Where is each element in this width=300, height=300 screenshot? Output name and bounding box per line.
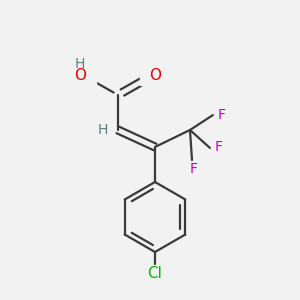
Bar <box>186 162 202 176</box>
Bar <box>140 71 156 85</box>
Text: H: H <box>98 123 108 137</box>
Bar <box>74 58 86 70</box>
Bar <box>211 141 227 155</box>
Text: Cl: Cl <box>148 266 162 281</box>
Bar <box>80 71 96 85</box>
Text: F: F <box>215 140 223 154</box>
Bar <box>96 124 110 136</box>
Bar <box>145 267 165 281</box>
Text: F: F <box>218 108 226 122</box>
Text: O: O <box>74 68 86 83</box>
Bar <box>214 108 230 122</box>
Text: F: F <box>190 162 198 176</box>
Bar <box>96 123 112 137</box>
Text: O: O <box>149 68 161 83</box>
Text: H: H <box>75 57 85 71</box>
